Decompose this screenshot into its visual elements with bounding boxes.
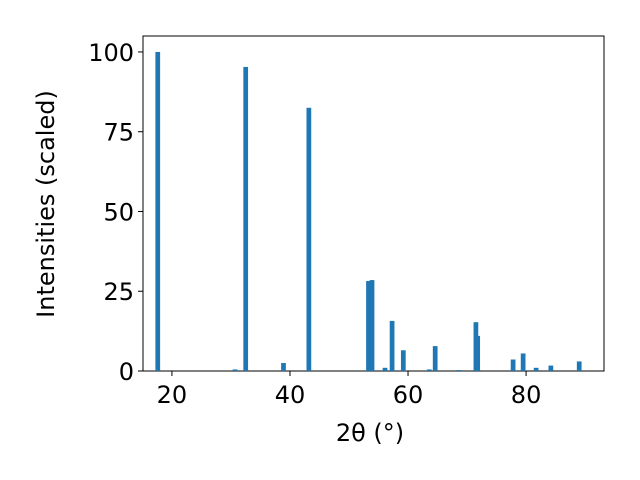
- y-tick-label: 50: [103, 198, 134, 226]
- bar: [456, 370, 462, 371]
- bar: [369, 280, 375, 371]
- bar: [533, 367, 539, 371]
- x-tick-label: 40: [275, 381, 306, 409]
- bar: [426, 369, 432, 371]
- y-tick-label: 25: [103, 278, 134, 306]
- bar: [155, 51, 161, 371]
- y-tick-label: 100: [88, 39, 134, 67]
- bar: [366, 281, 371, 371]
- bar: [432, 346, 438, 371]
- x-tick-label: 60: [393, 381, 424, 409]
- x-tick-label: 20: [157, 381, 188, 409]
- bar: [243, 66, 249, 371]
- bar: [389, 320, 395, 371]
- y-tick-label: 75: [103, 119, 134, 147]
- bar: [548, 365, 554, 371]
- x-tick-label: 80: [511, 381, 542, 409]
- bar: [475, 335, 481, 371]
- bar: [400, 350, 406, 371]
- x-axis-label: 2θ (°): [336, 419, 404, 447]
- bar: [232, 369, 238, 371]
- bar: [520, 353, 526, 371]
- bar: [510, 359, 516, 371]
- bar: [306, 107, 312, 372]
- bar: [281, 363, 286, 371]
- y-tick-label: 0: [119, 358, 134, 386]
- y-axis-label: Intensities (scaled): [32, 90, 60, 318]
- bar: [576, 361, 582, 371]
- bar: [382, 367, 388, 371]
